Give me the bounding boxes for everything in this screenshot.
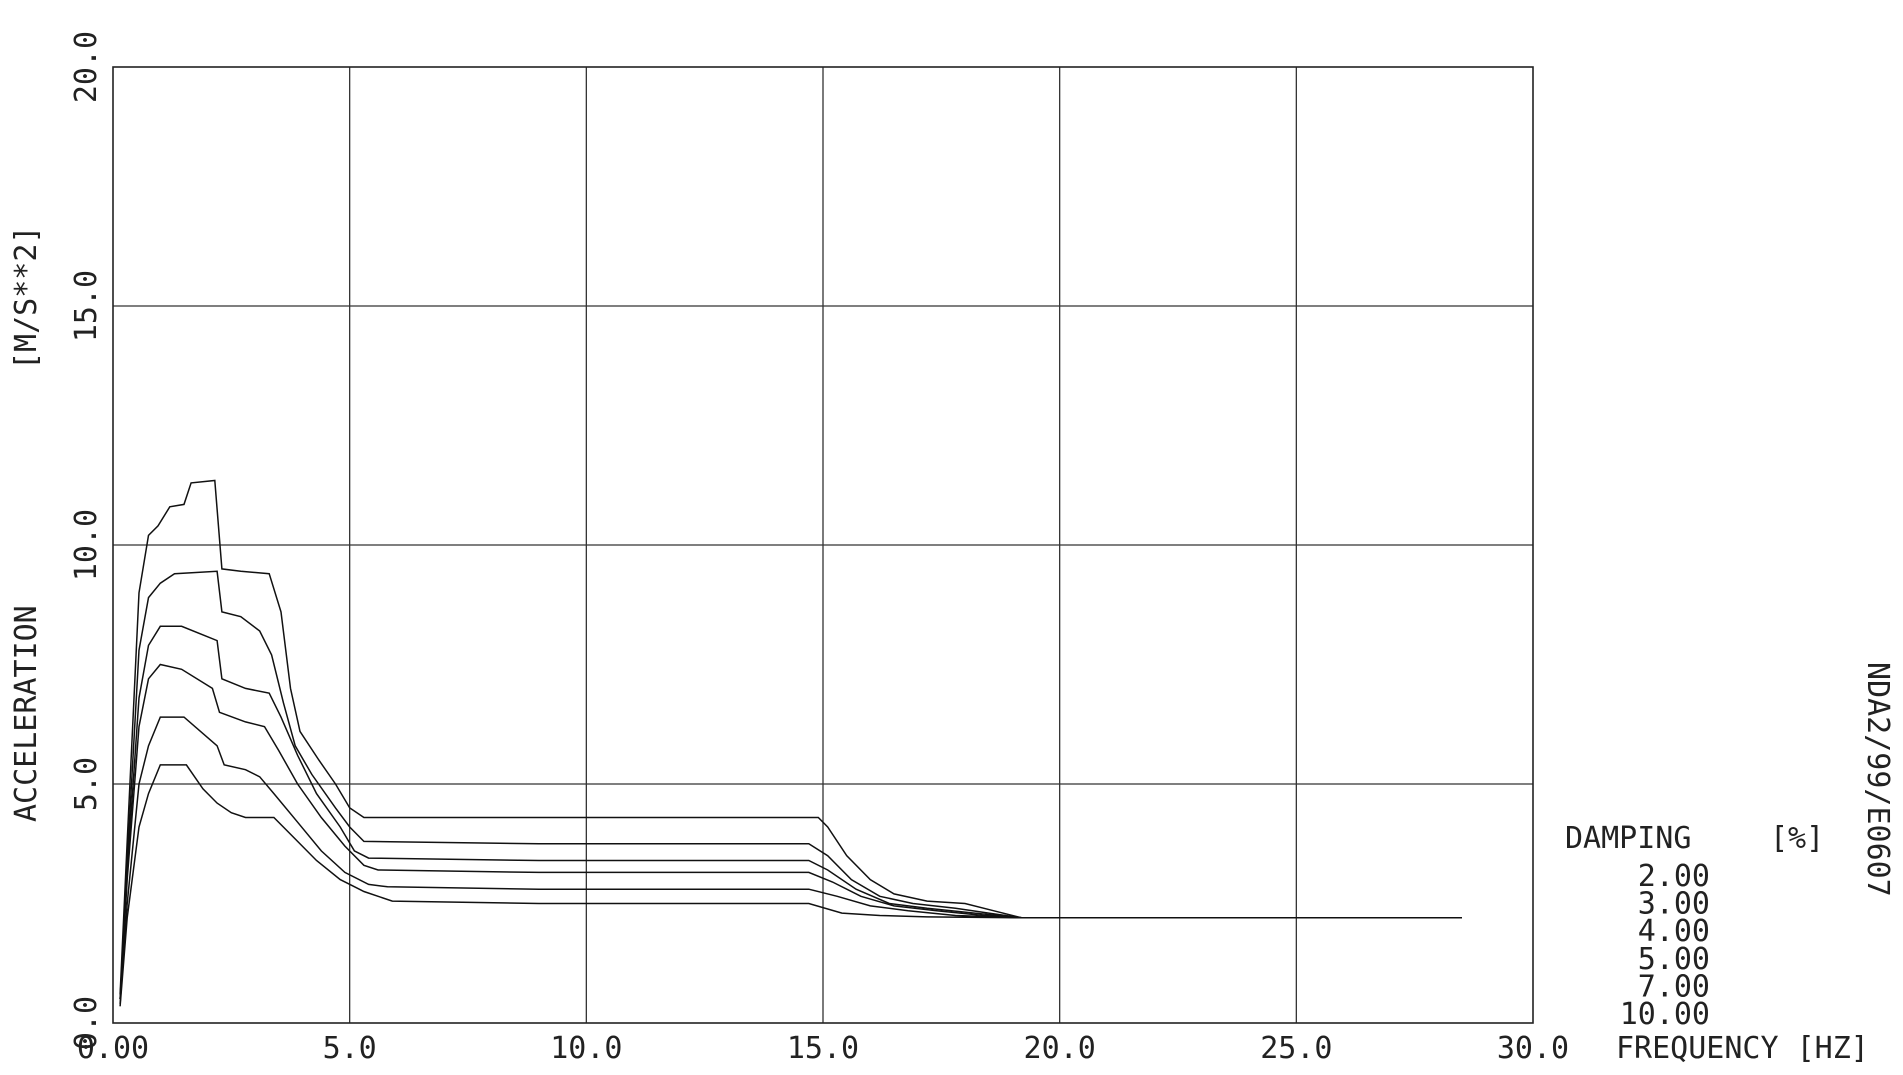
series-group (119, 479, 1462, 1007)
series-line-damping-2-00 (119, 479, 1462, 995)
x-tick-label: 15.0 (787, 1031, 859, 1066)
y-tick-label: 15.0 (69, 270, 104, 342)
y-tick-labels: 0.0 5.0 10.0 15.0 20.0 (69, 31, 104, 1050)
grid (113, 67, 1533, 1023)
y-tick-label: 10.0 (69, 509, 104, 581)
series-line-damping-10-00 (119, 764, 1022, 1007)
x-tick-label: 30.0 (1497, 1031, 1569, 1066)
y-tick-label: 0.0 (69, 996, 104, 1050)
x-tick-labels: 0.00 5.0 10.0 15.0 20.0 25.0 30.0 (77, 1031, 1569, 1066)
x-tick-label: 0.00 (77, 1031, 149, 1066)
legend-entry: 5.00 (1638, 942, 1710, 977)
legend-entry: 3.00 (1638, 887, 1710, 922)
y-tick-label: 5.0 (69, 757, 104, 811)
series-line-damping-7-00 (119, 716, 1022, 1004)
legend-entry: 10.00 (1620, 997, 1710, 1032)
y-axis-label: ACCELERATION (9, 605, 44, 822)
plot-frame (112, 66, 1534, 1024)
series-line-damping-4-00 (119, 625, 1022, 1000)
series-line-damping-5-00 (119, 663, 1022, 1000)
x-tick-label: 5.0 (323, 1031, 377, 1066)
y-tick-label: 20.0 (69, 31, 104, 103)
x-tick-label: 20.0 (1024, 1031, 1096, 1066)
x-tick-label: 25.0 (1260, 1031, 1332, 1066)
legend-unit: [%] (1770, 821, 1824, 856)
x-tick-label: 10.0 (550, 1031, 622, 1066)
legend-entry: 2.00 (1638, 859, 1710, 894)
x-axis-label: FREQUENCY [HZ] (1616, 1031, 1869, 1066)
side-identifier-label: NDA2/99/E0607 (1860, 662, 1895, 897)
y-axis-unit: [M/S**2] (9, 226, 44, 371)
legend-entry: 7.00 (1638, 969, 1710, 1004)
legend-title: DAMPING (1565, 821, 1691, 856)
legend-entry: 4.00 (1638, 914, 1710, 949)
series-line-damping-3-00 (119, 570, 1022, 1000)
